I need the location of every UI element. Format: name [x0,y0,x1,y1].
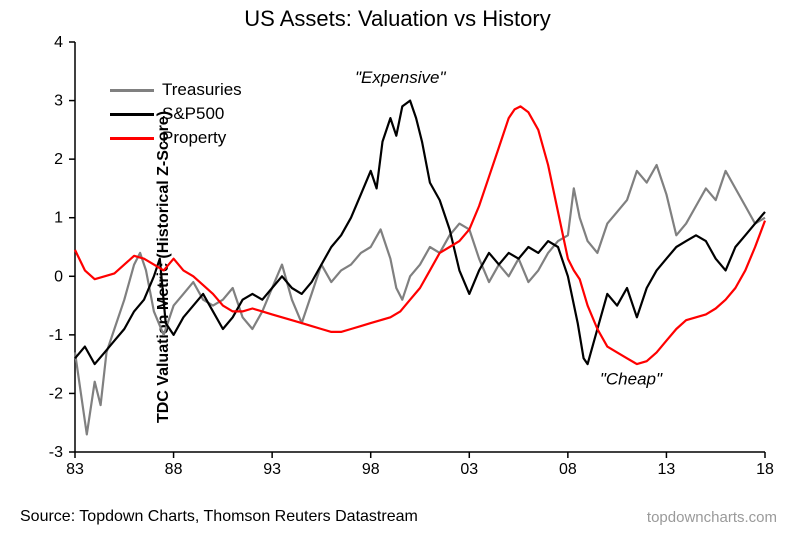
legend-swatch [110,113,154,116]
svg-text:18: 18 [756,461,774,478]
source-text: Source: Topdown Charts, Thomson Reuters … [20,508,418,526]
chart-container: US Assets: Valuation vs History TDC Valu… [0,0,795,534]
legend-item-sp500: S&P500 [110,102,242,126]
legend-item-property: Property [110,126,242,150]
svg-text:"Expensive": "Expensive" [355,68,446,87]
svg-text:88: 88 [165,461,183,478]
svg-text:83: 83 [66,461,84,478]
svg-text:1: 1 [54,210,63,227]
svg-text:-1: -1 [49,327,63,344]
svg-text:-3: -3 [49,444,63,461]
svg-text:08: 08 [559,461,577,478]
legend-swatch [110,137,154,140]
svg-text:03: 03 [460,461,478,478]
legend-label: Treasuries [162,80,242,100]
svg-text:0: 0 [54,268,63,285]
svg-text:98: 98 [362,461,380,478]
legend-swatch [110,89,154,92]
legend-label: Property [162,128,226,148]
svg-text:4: 4 [54,34,63,51]
legend-label: S&P500 [162,104,224,124]
svg-text:2: 2 [54,151,63,168]
svg-text:13: 13 [658,461,676,478]
svg-text:"Cheap": "Cheap" [600,370,663,389]
attribution-text: topdowncharts.com [647,509,777,526]
chart-title: US Assets: Valuation vs History [0,6,795,32]
legend-item-treasuries: Treasuries [110,78,242,102]
svg-text:-2: -2 [49,385,63,402]
svg-text:93: 93 [263,461,281,478]
svg-text:3: 3 [54,93,63,110]
legend: Treasuries S&P500 Property [110,78,242,150]
